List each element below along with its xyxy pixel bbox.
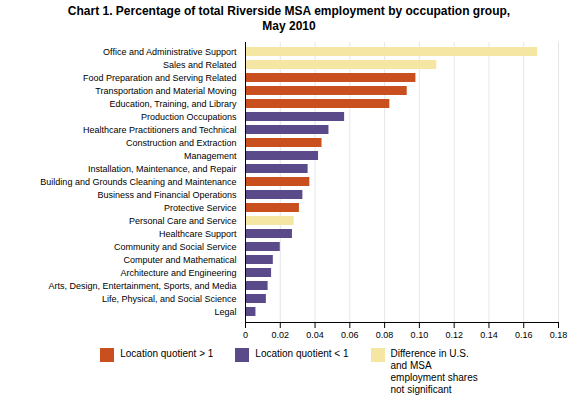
svg-text:Healthcare Support: Healthcare Support [159, 229, 237, 239]
svg-text:Legal: Legal [214, 307, 236, 317]
svg-text:Protective Service: Protective Service [164, 203, 237, 213]
svg-text:Construction and Extraction: Construction and Extraction [126, 138, 237, 148]
svg-text:Computer and Mathematical: Computer and Mathematical [123, 255, 236, 265]
html-text:Difference in U.S. and MSA emp: Difference in U.S. and MSA employment sh… [390, 348, 478, 395]
svg-text:Life, Physical, and Social Sci: Life, Physical, and Social Science [102, 294, 237, 304]
svg-text:Architecture and Engineering: Architecture and Engineering [120, 268, 236, 278]
svg-text:Community and Social Service: Community and Social Service [114, 242, 237, 252]
svg-text:Transportation and Material Mo: Transportation and Material Moving [95, 86, 236, 96]
svg-text:0.10: 0.10 [411, 330, 429, 340]
svg-text:0.04: 0.04 [306, 330, 324, 340]
svg-text:0.12: 0.12 [445, 330, 463, 340]
html-text:Chart 1. Percentage of total R: Chart 1. Percentage of total Riverside M… [67, 4, 511, 33]
svg-text:0.02: 0.02 [272, 330, 290, 340]
svg-text:Healthcare Practitioners and T: Healthcare Practitioners and Technical [83, 125, 236, 135]
svg-text:Sales and Related: Sales and Related [163, 60, 237, 70]
svg-text:0.06: 0.06 [341, 330, 359, 340]
svg-text:Food Preparation and Serving R: Food Preparation and Serving Related [83, 73, 237, 83]
svg-text:Office and Administrative Supp: Office and Administrative Support [103, 47, 237, 57]
svg-text:Arts, Design, Entertainment, S: Arts, Design, Entertainment, Sports, and… [48, 281, 236, 291]
svg-text:Installation, Maintenance, and: Installation, Maintenance, and Repair [88, 164, 237, 174]
svg-text:Management: Management [184, 151, 237, 161]
svg-text:0.08: 0.08 [376, 330, 394, 340]
html-text:Location quotient > 1: Location quotient > 1 [120, 348, 214, 359]
svg-text:Building and Grounds Cleaning: Building and Grounds Cleaning and Mainte… [40, 177, 236, 187]
svg-text:0.18: 0.18 [550, 330, 568, 340]
svg-text:0: 0 [243, 330, 248, 340]
svg-text:Production Occupations: Production Occupations [141, 112, 237, 122]
svg-text:Education, Training, and Libra: Education, Training, and Library [109, 99, 237, 109]
html-text:Location quotient < 1: Location quotient < 1 [255, 348, 349, 359]
svg-text:0.16: 0.16 [515, 330, 533, 340]
svg-text:Business and Financial Operati: Business and Financial Operations [97, 190, 237, 200]
svg-text:0.14: 0.14 [480, 330, 498, 340]
svg-text:Personal Care and Service: Personal Care and Service [129, 216, 237, 226]
